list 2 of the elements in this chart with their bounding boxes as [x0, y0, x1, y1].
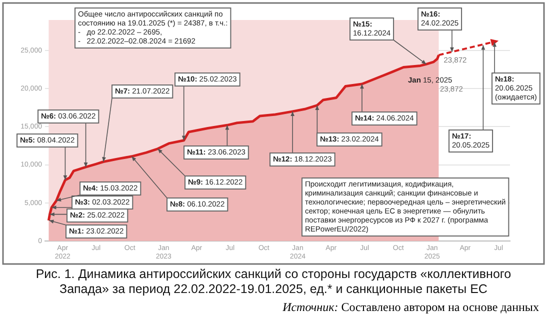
text: Рис. 1. Динамика антироссийских санкций со стороны государств «коллективного Запада» за период 22.02.2022-19.01.2025, ед.* и санкционные пакеты ЕС — [34, 266, 512, 297]
text: Источник: Составлено автором на основе данных — [282, 299, 540, 315]
